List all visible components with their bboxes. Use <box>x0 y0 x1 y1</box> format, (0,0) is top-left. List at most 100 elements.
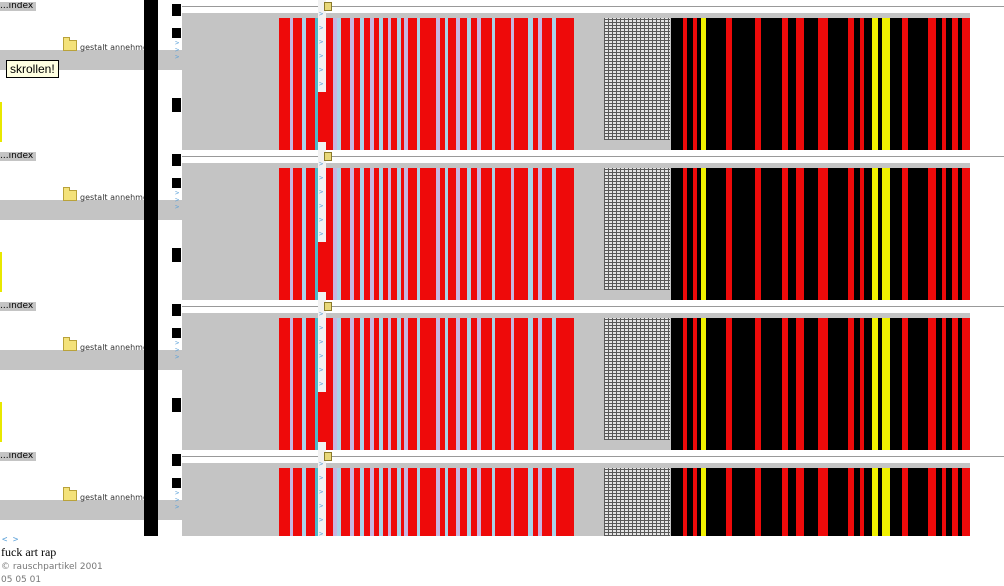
color-stripe <box>492 318 495 450</box>
color-stripe <box>804 18 818 150</box>
scroll-arrow-icon[interactable]: > <box>319 188 324 196</box>
color-stripe <box>693 168 697 300</box>
color-stripe <box>872 318 878 450</box>
color-stripe <box>766 168 782 300</box>
scroll-arrow-icon[interactable]: > <box>319 230 324 238</box>
teal-line <box>315 318 318 450</box>
color-stripe <box>440 18 445 150</box>
scroll-arrow-icon[interactable]: > <box>319 24 324 32</box>
color-stripe <box>538 318 542 450</box>
color-stripe <box>460 318 467 450</box>
color-stripe <box>706 318 712 450</box>
color-stripe <box>712 318 726 450</box>
color-stripe <box>671 468 683 536</box>
black-divider-bar <box>144 450 158 536</box>
scroll-arrow-icon[interactable]: > <box>319 310 324 318</box>
folder-label[interactable]: gestalt annehmen <box>80 43 144 52</box>
color-stripe <box>958 18 962 150</box>
scroll-arrow-icon[interactable]: > <box>319 488 324 496</box>
scroll-arrows-icon[interactable]: > > > <box>175 189 180 211</box>
color-stripe <box>962 168 970 300</box>
nav-arrows[interactable]: < > <box>2 535 19 545</box>
color-stripe <box>460 168 467 300</box>
color-stripe <box>796 318 804 450</box>
scroll-column[interactable] <box>318 300 326 450</box>
color-stripe <box>712 168 726 300</box>
color-stripe <box>290 168 293 300</box>
color-stripe <box>360 318 364 450</box>
color-stripe <box>533 18 538 150</box>
teal-line <box>315 468 318 536</box>
color-stripe <box>804 468 818 536</box>
folder-icon[interactable] <box>63 37 77 51</box>
color-stripe <box>445 18 448 150</box>
scroll-arrow-icon[interactable]: > <box>319 502 324 510</box>
color-stripe <box>391 168 397 300</box>
color-stripe <box>766 468 782 536</box>
color-stripe <box>420 468 436 536</box>
top-rule <box>182 306 1004 307</box>
folder-icon[interactable] <box>63 187 77 201</box>
color-stripe <box>477 18 481 150</box>
folder-label[interactable]: gestalt annehmen <box>80 343 144 352</box>
scroll-arrow-icon[interactable]: > <box>319 460 324 468</box>
index-link[interactable]: ...index <box>0 452 36 461</box>
scroll-arrow-icon[interactable]: > <box>319 474 324 482</box>
index-link[interactable]: ...index <box>0 302 36 311</box>
color-stripe <box>788 168 796 300</box>
scroll-arrow-icon[interactable]: > <box>319 174 324 182</box>
scroll-arrow-icon[interactable]: > <box>319 10 324 18</box>
color-stripe <box>354 168 360 300</box>
scroll-arrows-icon[interactable]: > > > <box>175 489 180 511</box>
scroll-arrow-icon[interactable]: > <box>319 216 324 224</box>
scroll-arrow-icon[interactable]: > <box>319 352 324 360</box>
scroll-arrow-icon[interactable]: > <box>319 160 324 168</box>
color-stripe <box>782 318 788 450</box>
scroll-arrow-icon[interactable]: > <box>319 380 324 388</box>
color-stripe <box>417 318 420 450</box>
color-stripe <box>337 318 341 450</box>
scroll-arrow-icon[interactable]: > <box>319 80 324 88</box>
color-stripe <box>528 318 533 450</box>
color-stripe <box>391 468 397 536</box>
color-stripe <box>693 318 697 450</box>
teal-line <box>315 18 318 150</box>
black-block <box>172 98 181 112</box>
folder-label[interactable]: gestalt annehmen <box>80 193 144 202</box>
folder-icon[interactable] <box>63 487 77 501</box>
color-stripe <box>860 318 864 450</box>
gold-square-icon[interactable] <box>324 2 332 11</box>
folder-icon[interactable] <box>63 337 77 351</box>
color-stripe <box>290 18 293 150</box>
scroll-arrow-icon[interactable]: > <box>319 66 324 74</box>
scroll-arrow-icon[interactable]: > <box>319 530 324 536</box>
color-stripe <box>354 468 360 536</box>
color-stripe <box>481 168 492 300</box>
scroll-arrows-icon[interactable]: > > > <box>175 39 180 61</box>
gold-square-icon[interactable] <box>324 452 332 461</box>
scroll-arrow-icon[interactable]: > <box>319 516 324 524</box>
scroll-arrow-icon[interactable]: > <box>319 338 324 346</box>
scroll-arrow-icon[interactable]: > <box>319 52 324 60</box>
scroll-arrow-icon[interactable]: > <box>319 38 324 46</box>
right-margin <box>970 463 1004 536</box>
color-stripe <box>408 318 417 450</box>
right-margin <box>970 13 1004 150</box>
index-link[interactable]: ...index <box>0 152 36 161</box>
scroll-column[interactable] <box>318 450 326 536</box>
scroll-arrow-icon[interactable]: > <box>319 366 324 374</box>
color-stripe <box>302 318 306 450</box>
scroll-arrow-icon[interactable]: > <box>319 324 324 332</box>
scroll-arrow-icon[interactable]: > <box>319 202 324 210</box>
gold-square-icon[interactable] <box>324 152 332 161</box>
folder-label[interactable]: gestalt annehmen <box>80 493 144 502</box>
index-link[interactable]: ...index <box>0 2 36 11</box>
color-stripe <box>864 18 872 150</box>
scroll-arrows-icon[interactable]: > > > <box>175 339 180 361</box>
gold-square-icon[interactable] <box>324 302 332 311</box>
color-stripe <box>370 168 374 300</box>
color-stripe <box>872 18 878 150</box>
scroll-column[interactable] <box>318 0 326 150</box>
color-stripe <box>420 168 436 300</box>
scroll-column[interactable] <box>318 150 326 300</box>
